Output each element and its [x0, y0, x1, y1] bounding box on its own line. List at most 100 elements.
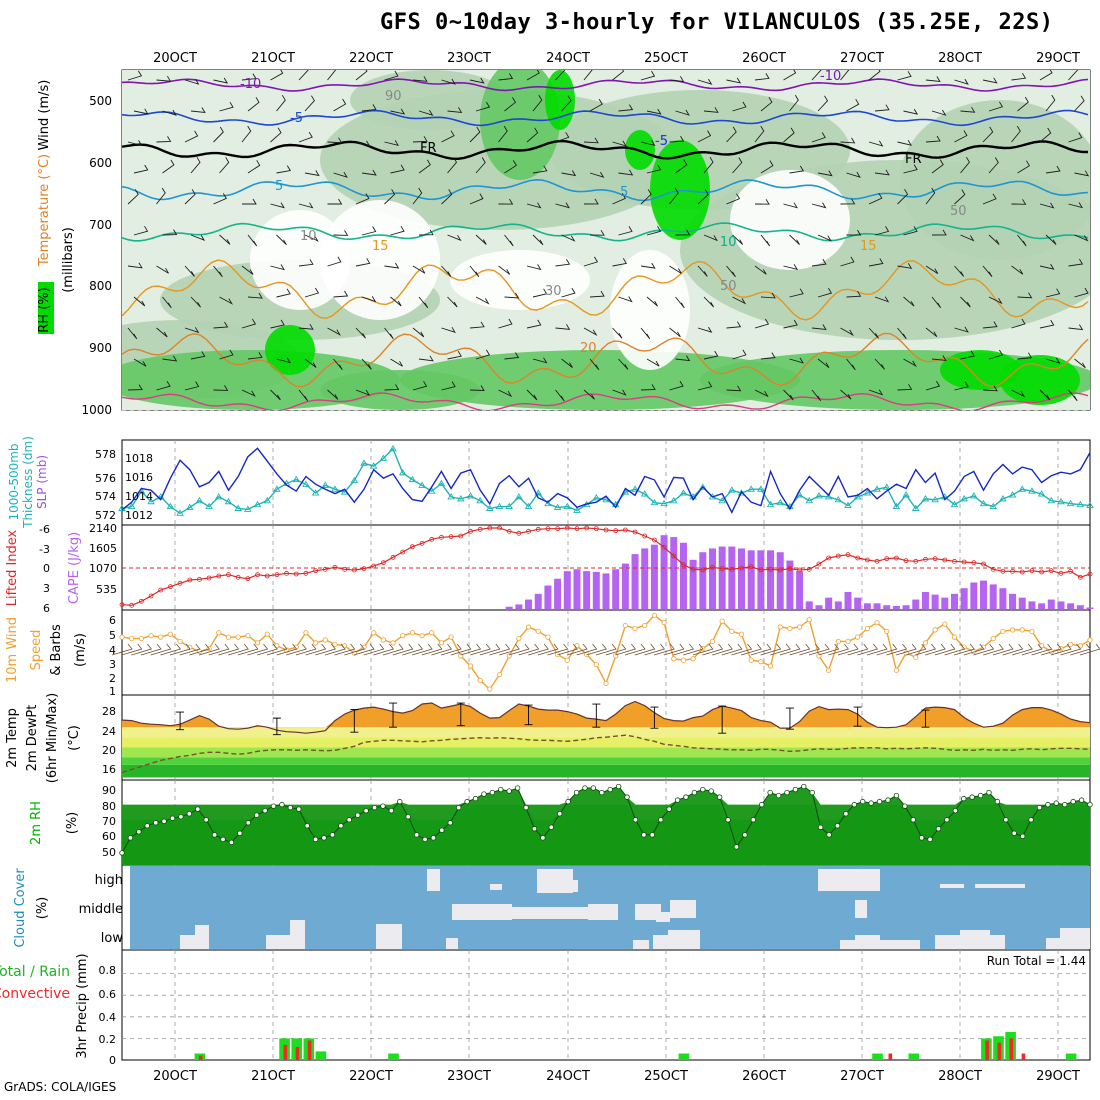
upper-wind-barb: [811, 324, 827, 331]
upper-wind-barb: [1074, 234, 1089, 242]
wind-barb-10m: [692, 643, 714, 656]
upper-wind-barb: [276, 234, 287, 246]
upper-wind-barb: [1011, 389, 1026, 398]
upper-wind-barb: [754, 125, 765, 143]
rh2m-point: [935, 826, 942, 832]
rh2m-point: [599, 789, 605, 796]
upper-wind-barb: [697, 130, 712, 143]
upper-wind-barb: [162, 229, 178, 236]
rh2m-point: [944, 817, 950, 823]
upper-wind-barb: [333, 358, 343, 371]
upper-wind-barb: [469, 385, 485, 391]
wind-barb-10m: [721, 643, 743, 656]
rh2m-point: [430, 835, 437, 841]
upper-wind-barb: [640, 384, 656, 391]
upper-wind-barb: [897, 327, 907, 340]
wind-barb-10m: [431, 643, 453, 656]
lifted-index-point: [245, 576, 251, 582]
thickness-point: [408, 475, 417, 483]
precip-conv-bar: [295, 1047, 300, 1060]
wind-speed-point: [603, 680, 609, 686]
upper-wind-barb: [1017, 352, 1033, 360]
cloud-level-label: low: [101, 931, 124, 946]
upper-wind-barb: [247, 352, 263, 360]
contour-label: -10: [240, 77, 261, 92]
rh2m-point: [447, 820, 453, 826]
cape-bar: [738, 548, 746, 609]
cape-tick: 535: [96, 583, 117, 596]
wind-speed-point: [119, 634, 125, 640]
upper-wind-barb: [304, 170, 320, 177]
cape-bar: [631, 554, 639, 609]
wind-barb-10m: [547, 643, 569, 656]
upper-wind-barb: [361, 296, 377, 303]
wind-barb-10m: [731, 643, 753, 656]
rh2m-point: [245, 820, 251, 826]
upper-wind-barb: [982, 193, 997, 205]
li-tick: 6: [43, 602, 50, 615]
temperature-axis-label: Temperature (°C): [37, 154, 52, 267]
thickness-tick: 576: [95, 472, 116, 485]
upper-wind-barb: [241, 389, 256, 397]
upper-wind-barb: [498, 198, 514, 205]
upper-wind-barb: [840, 137, 856, 144]
upper-wind-barb: [532, 357, 548, 364]
wind-tick: 2: [109, 672, 116, 685]
wind-barb-10m: [828, 643, 849, 656]
lifted-index-point: [1019, 569, 1025, 575]
thickness-point: [669, 496, 678, 504]
upper-wind-barb: [241, 125, 252, 143]
upper-wind-barb: [817, 358, 830, 369]
thickness-point: [921, 494, 930, 502]
precip-conv-bar: [985, 1040, 989, 1060]
wind-tick: 1: [109, 685, 116, 698]
rh2m-point: [826, 832, 832, 838]
rh2m-point: [178, 814, 184, 820]
upper-wind-barb: [583, 256, 599, 267]
upper-wind-barb: [811, 132, 826, 143]
upper-wind-barb: [276, 94, 286, 112]
lifted-index-point: [932, 556, 938, 562]
wind-barb-10m: [382, 643, 404, 656]
wind-speed-point: [922, 640, 929, 646]
rh2m-point: [860, 798, 866, 805]
upper-wind-barb: [754, 198, 770, 205]
lifted-index-point: [419, 540, 425, 546]
upper-wind-barb: [1068, 324, 1084, 331]
upper-wind-barb: [840, 256, 855, 267]
upper-wind-barb: [555, 132, 570, 143]
precip-conv-bar: [198, 1055, 203, 1060]
cape-bar: [1038, 603, 1046, 609]
upper-wind-barb: [162, 355, 178, 362]
wind-barb-10m: [992, 643, 1014, 656]
cloud-block: [960, 930, 990, 949]
wind-barb-10m: [1041, 643, 1062, 656]
thickness-tick: 572: [95, 509, 116, 522]
thickness-point: [757, 485, 765, 492]
upper-wind-barb: [675, 229, 691, 236]
upper-wind-barb: [1039, 263, 1055, 270]
cape-bar: [873, 603, 881, 609]
wind-barb-10m: [866, 643, 888, 656]
upper-wind-barb: [583, 327, 598, 337]
rh2m-point: [304, 823, 310, 829]
wind-barb-10m: [247, 643, 269, 656]
rh2m-point: [397, 798, 403, 805]
upper-wind-barb: [1011, 265, 1024, 275]
upper-wind-barb: [498, 318, 513, 329]
rh2m-point: [363, 807, 369, 814]
wind10m-axis-label-a: 10m Wind: [5, 617, 20, 683]
upper-wind-barb: [162, 296, 172, 309]
lifted-index-point: [729, 566, 735, 572]
thickness-point: [834, 495, 843, 503]
thickness-point: [234, 504, 242, 511]
wind-speed-point: [1068, 641, 1074, 647]
wind-barb-10m: [857, 643, 879, 656]
lifted-index-point: [197, 576, 202, 582]
upper-wind-barb: [726, 265, 736, 278]
wind-barb-10m: [644, 643, 666, 656]
upper-wind-barb: [846, 229, 862, 236]
rh2m-point: [321, 835, 327, 841]
wind-barb-10m: [411, 643, 433, 656]
upper-wind-barb: [270, 319, 285, 329]
